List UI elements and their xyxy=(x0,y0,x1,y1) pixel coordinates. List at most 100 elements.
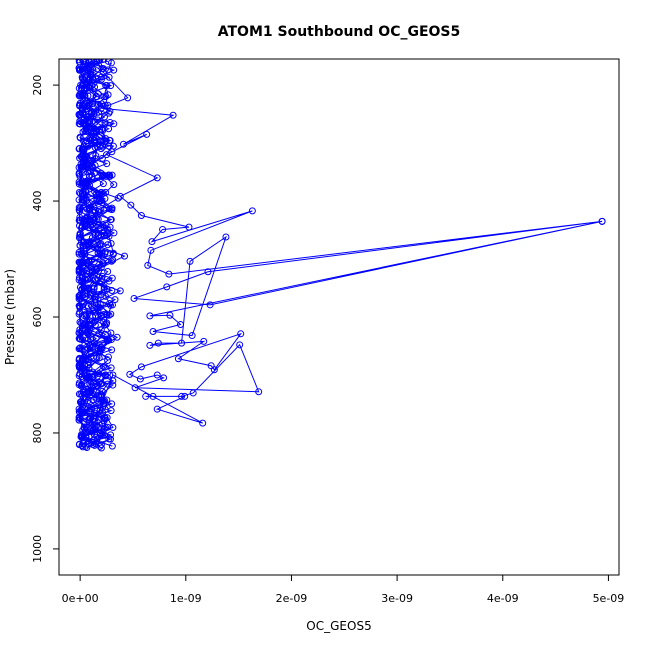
data-point xyxy=(200,337,208,345)
data-point xyxy=(106,118,114,126)
data-point xyxy=(75,361,83,369)
data-point xyxy=(104,423,112,431)
data-point xyxy=(91,136,99,144)
data-point xyxy=(107,431,115,439)
data-point xyxy=(96,59,104,64)
data-point xyxy=(110,229,118,237)
data-point xyxy=(104,353,112,361)
data-point xyxy=(108,204,116,212)
data-point xyxy=(186,257,194,265)
data-point xyxy=(86,217,94,225)
data-point xyxy=(87,322,95,330)
data-point xyxy=(114,194,122,202)
data-point xyxy=(107,336,115,344)
data-point xyxy=(94,249,102,257)
data-point xyxy=(206,301,214,309)
data-point xyxy=(178,392,186,400)
data-point xyxy=(97,145,105,153)
data-point xyxy=(84,373,92,381)
data-point xyxy=(222,233,230,241)
data-point xyxy=(146,312,154,320)
data-point xyxy=(107,82,115,90)
data-point xyxy=(96,429,104,437)
data-point xyxy=(76,283,84,291)
data-point xyxy=(81,183,89,191)
data-point xyxy=(89,66,97,74)
data-point xyxy=(76,90,84,98)
data-point xyxy=(142,392,150,400)
data-point xyxy=(79,81,87,89)
x-axis: 0e+00 1e-09 2e-09 3e-09 4e-09 5e-09 xyxy=(62,574,624,605)
data-point xyxy=(94,232,102,240)
data-point xyxy=(75,416,83,424)
data-point xyxy=(109,381,117,389)
data-point xyxy=(86,59,94,66)
data-point xyxy=(166,311,174,319)
data-point xyxy=(89,307,97,315)
data-point xyxy=(89,75,97,83)
data-point xyxy=(78,104,86,112)
data-point xyxy=(75,178,83,186)
data-point xyxy=(78,199,86,207)
data-point xyxy=(84,275,92,283)
data-point xyxy=(98,343,105,351)
data-point xyxy=(75,222,83,230)
data-point xyxy=(105,277,113,285)
data-point xyxy=(105,73,113,81)
data-point xyxy=(86,291,94,299)
data-point xyxy=(163,283,171,291)
data-point xyxy=(177,321,185,329)
data-point xyxy=(236,341,244,349)
data-point xyxy=(108,148,116,156)
data-point xyxy=(124,94,132,102)
data-point xyxy=(98,272,106,280)
data-point xyxy=(108,400,116,408)
data-point xyxy=(79,137,87,145)
data-point xyxy=(79,251,87,259)
data-point xyxy=(97,444,105,452)
data-point xyxy=(75,405,83,413)
data-point xyxy=(153,405,161,413)
data-point xyxy=(102,221,110,229)
data-point xyxy=(90,203,98,211)
data-point xyxy=(237,330,245,338)
data-point xyxy=(110,181,118,189)
data-point xyxy=(146,341,154,349)
data-point xyxy=(181,392,189,400)
data-point xyxy=(137,363,145,371)
data-point xyxy=(80,365,88,373)
data-point xyxy=(204,268,212,276)
data-point xyxy=(149,392,157,400)
data-point xyxy=(87,113,95,121)
data-point xyxy=(92,152,100,160)
data-point xyxy=(79,110,87,118)
data-point xyxy=(75,234,83,242)
data-layer xyxy=(75,59,606,452)
data-point xyxy=(107,364,115,372)
data-point xyxy=(93,59,101,65)
data-point xyxy=(80,425,88,433)
data-point xyxy=(84,168,92,176)
data-point xyxy=(102,137,110,145)
chart-title: ATOM1 Southbound OC_GEOS5 xyxy=(218,24,461,40)
x-tick-label: 3e-09 xyxy=(381,592,413,605)
data-point xyxy=(174,355,182,363)
data-point xyxy=(92,293,100,301)
data-point xyxy=(185,223,193,231)
x-tick-label: 0e+00 xyxy=(62,592,99,605)
data-point xyxy=(104,91,112,99)
data-point xyxy=(89,441,97,449)
y-tick-label: 400 xyxy=(31,191,44,212)
data-point xyxy=(86,312,94,320)
data-point xyxy=(99,180,107,188)
data-point xyxy=(101,415,109,423)
data-point xyxy=(130,294,138,302)
data-point xyxy=(75,390,83,398)
data-point xyxy=(82,394,90,402)
y-tick-label: 600 xyxy=(31,307,44,328)
data-point xyxy=(143,130,151,138)
data-point xyxy=(106,136,114,144)
data-point xyxy=(104,241,112,249)
data-point xyxy=(199,419,207,427)
